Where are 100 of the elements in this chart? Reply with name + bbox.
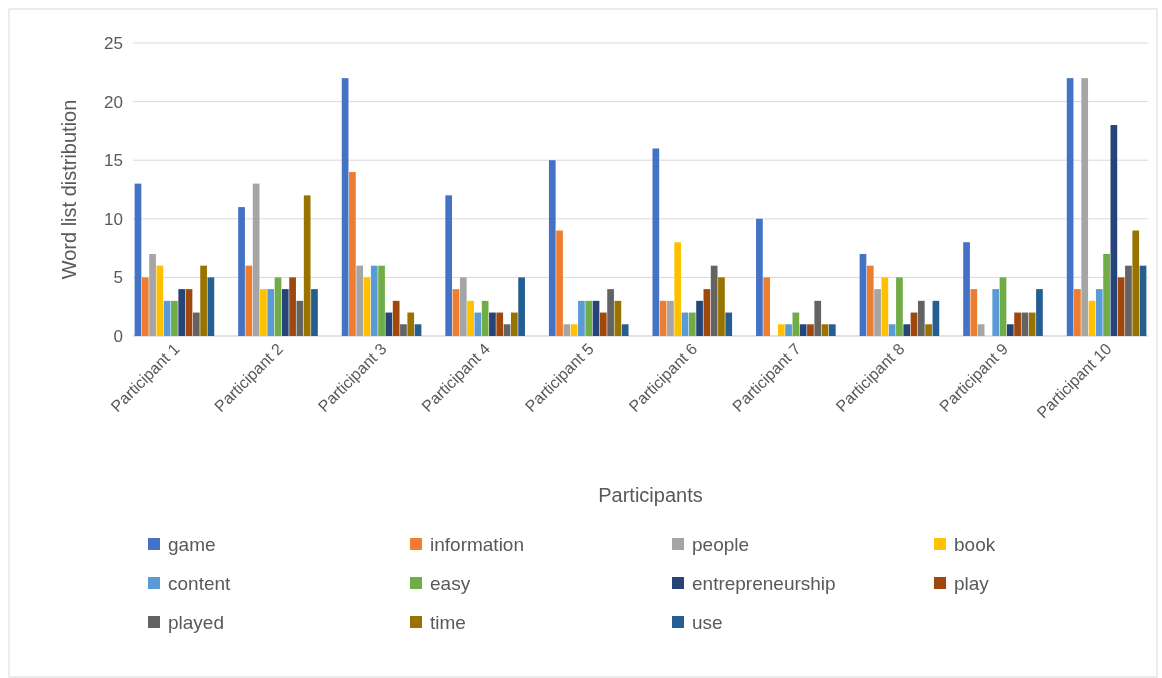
bar [267, 289, 275, 336]
bar [1125, 265, 1132, 336]
bar [874, 289, 881, 336]
bar [392, 300, 400, 336]
bar [1028, 312, 1036, 336]
bar [992, 289, 1000, 336]
bar [1117, 277, 1125, 336]
bar [289, 277, 296, 336]
legend-label: content [168, 572, 232, 594]
bar [510, 312, 518, 336]
bar [400, 324, 407, 336]
bar [718, 277, 725, 336]
legend-label: play [954, 572, 990, 594]
bar [467, 300, 474, 336]
bar [171, 300, 178, 336]
legend-label: use [692, 611, 723, 633]
bar [1074, 289, 1081, 336]
bar [821, 324, 829, 336]
y-tick-label: 0 [113, 326, 123, 346]
bar [414, 324, 422, 336]
x-axis-title: Participants [598, 484, 703, 506]
bar [866, 265, 874, 336]
bar [710, 265, 718, 336]
bar [888, 324, 896, 336]
bar [777, 324, 785, 336]
bar [503, 324, 511, 336]
bar [489, 312, 496, 336]
legend-label: entrepreneurship [692, 572, 836, 594]
bar [260, 289, 267, 336]
bar [363, 277, 371, 336]
bar [807, 324, 814, 336]
bar [1081, 78, 1089, 336]
bar [917, 300, 925, 336]
bar [518, 277, 525, 336]
bar [378, 265, 385, 336]
bar [881, 277, 889, 336]
bar [452, 289, 460, 336]
bar [303, 195, 311, 336]
bar [599, 312, 607, 336]
bar [667, 300, 674, 336]
bar [141, 277, 149, 336]
bar [192, 312, 200, 336]
bar [621, 324, 629, 336]
bar [828, 324, 836, 336]
bar [674, 242, 682, 336]
bar [925, 324, 932, 336]
y-tick-label: 20 [104, 92, 123, 112]
y-axis-title: Word list distribution [58, 99, 80, 280]
bar [1006, 324, 1014, 336]
bar [178, 289, 186, 336]
bar [149, 253, 156, 336]
bar [999, 277, 1007, 336]
bar [970, 289, 978, 336]
bar [896, 277, 903, 336]
bar [570, 324, 578, 336]
legend-label: easy [430, 572, 471, 594]
y-tick-label: 25 [104, 33, 123, 53]
bar [977, 324, 985, 336]
bar [207, 277, 215, 336]
bar [903, 324, 911, 336]
bar [585, 300, 593, 336]
bar [548, 160, 556, 336]
legend-label: game [168, 533, 216, 555]
bar [1132, 230, 1140, 336]
bar [563, 324, 571, 336]
legend-label: people [692, 533, 750, 555]
bar [688, 312, 696, 336]
bar [445, 195, 453, 336]
bar [238, 207, 245, 336]
legend-label: information [430, 533, 524, 555]
bar [725, 312, 733, 336]
bar [652, 148, 660, 336]
bar [496, 312, 504, 336]
bar [185, 289, 193, 336]
legend-label: book [954, 533, 996, 555]
bar [1103, 253, 1110, 336]
bar [556, 230, 563, 336]
bar [756, 218, 763, 336]
bar [200, 265, 207, 336]
y-tick-label: 5 [113, 268, 123, 288]
bar [356, 265, 364, 336]
bar [696, 300, 703, 336]
bar [370, 265, 378, 336]
bar [578, 300, 585, 336]
bar [156, 265, 164, 336]
bar [703, 289, 711, 336]
bar [311, 289, 318, 336]
bar [274, 277, 282, 336]
bar [799, 324, 807, 336]
bar [349, 171, 356, 336]
bar [1036, 289, 1043, 336]
y-tick-label: 15 [104, 151, 123, 171]
bar [459, 277, 467, 336]
bar [607, 289, 614, 336]
bar [785, 324, 792, 336]
bar [814, 300, 822, 336]
bar [474, 312, 482, 336]
bar [281, 289, 289, 336]
bar [407, 312, 415, 336]
legend-label: played [168, 611, 224, 633]
